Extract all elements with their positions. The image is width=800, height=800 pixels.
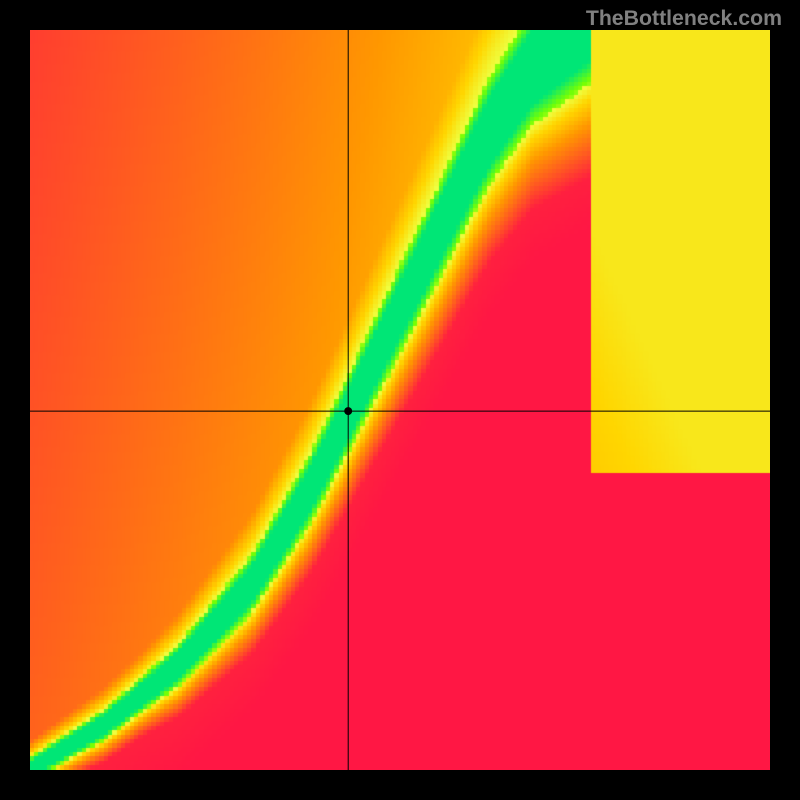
- chart-container: TheBottleneck.com: [0, 0, 800, 800]
- heatmap-canvas: [30, 30, 770, 770]
- watermark-text: TheBottleneck.com: [586, 6, 782, 31]
